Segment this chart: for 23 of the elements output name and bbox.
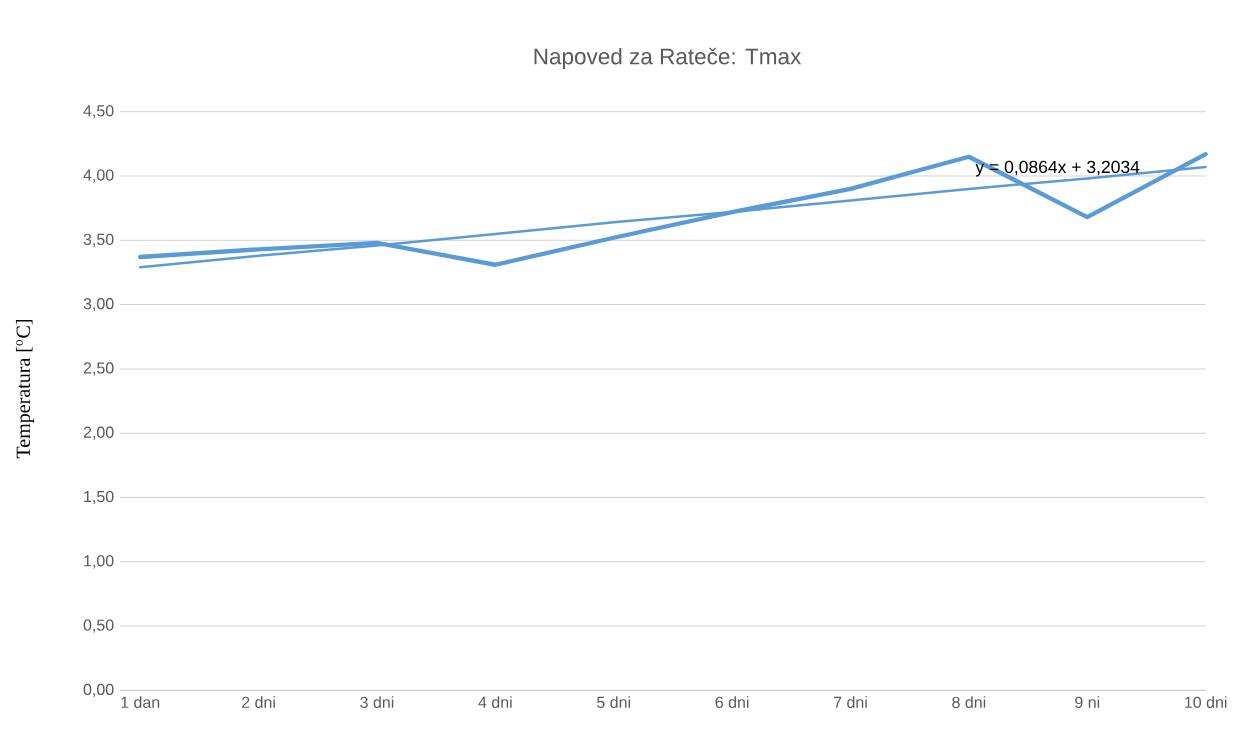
x-tick-label: 2 dni [242,696,275,708]
y-tick-label: 4,00 [83,169,114,183]
y-tick-label: 0,50 [83,619,114,633]
y-tick-label: 1,00 [84,555,114,569]
y-tick-label: 4,50 [83,105,114,119]
x-tick-label: 5 dni [597,696,630,708]
x-tick-label: 9 ni [1075,696,1100,708]
x-tick-label: 6 dni [715,696,749,708]
x-tick-label: 7 dni [833,696,867,708]
y-tick-label: 3,50 [83,233,114,247]
chart-title: Napoved za Rateče: Tmax [534,47,802,69]
y-tick-label: 2,00 [83,426,114,440]
y-tick-label: 1,50 [84,490,114,505]
x-tick-label: 1 dan [121,696,160,708]
x-tick-label: 10 dni [1185,696,1227,708]
x-tick-label: 4 dni [478,696,512,708]
annotation: y = 0,0864x + 3,2034 [975,160,1140,177]
x-tick-label: 3 dni [360,696,394,708]
y-tick-label: 2,50 [83,362,114,376]
x-tick-label: 8 dni [952,696,986,708]
y-tick-label: 3,00 [83,297,114,312]
y-axis-title: Temperatura [$^{o}$C] [15,320,35,459]
y-tick-label: 0,00 [83,683,114,697]
